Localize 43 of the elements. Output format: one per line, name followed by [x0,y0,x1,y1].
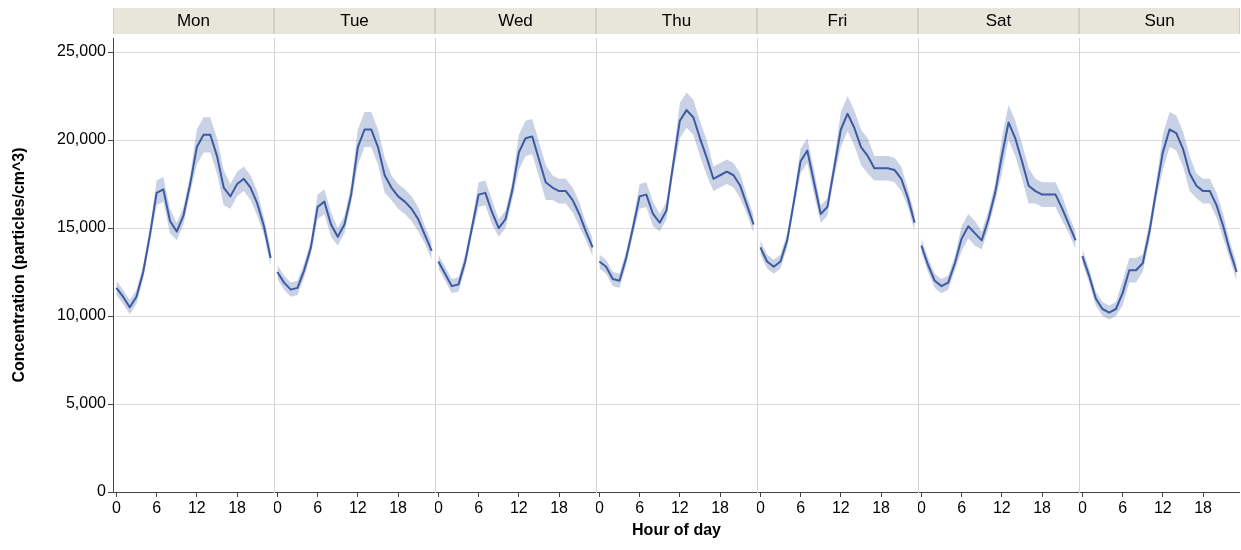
x-tick-label: 6 [1118,499,1128,517]
chart-title: Thu [596,8,757,34]
chart-title: Fri [757,8,918,34]
chart-title: Wed [435,8,596,34]
x-tick-label: 0 [1077,499,1087,517]
x-tick-label: 12 [831,499,850,517]
x-tick-label: 0 [916,499,926,517]
x-tick-label: 6 [152,499,162,517]
y-tick-label: 15,000 [57,218,107,236]
x-tick-label: 6 [474,499,484,517]
chart-title: Sun [1079,8,1240,34]
y-tick-label: 25,000 [57,42,107,60]
x-tick-label: 18 [550,499,569,517]
chart-title: Sat [918,8,1079,34]
y-tick-label: 0 [97,482,107,500]
x-tick-label: 0 [111,499,121,517]
y-tick-label: 5,000 [65,394,107,412]
x-tick-label: 12 [187,499,206,517]
x-tick-label: 18 [711,499,730,517]
x-tick-label: 18 [1194,499,1213,517]
y-tick-label: 20,000 [57,130,107,148]
x-tick-label: 18 [872,499,891,517]
x-tick-label: 6 [957,499,967,517]
x-tick-label: 6 [635,499,645,517]
y-tick-label: 10,000 [57,306,107,324]
y-axis-title: Concentration (particles/cm^3) [10,147,28,383]
x-tick-label: 18 [228,499,247,517]
x-tick-label: 12 [348,499,367,517]
x-tick-label: 6 [313,499,323,517]
x-tick-label: 0 [755,499,765,517]
x-tick-label: 6 [796,499,806,517]
x-tick-label: 12 [670,499,689,517]
x-tick-label: 12 [509,499,528,517]
x-tick-label: 18 [1033,499,1052,517]
x-axis-title: Hour of day [632,520,722,538]
x-tick-label: 12 [1153,499,1172,517]
x-tick-label: 12 [992,499,1011,517]
x-tick-label: 0 [272,499,282,517]
x-tick-label: 0 [433,499,443,517]
x-tick-label: 18 [389,499,408,517]
x-tick-label: 0 [594,499,604,517]
chart-title: Mon [113,8,274,34]
chart-title: Tue [274,8,435,34]
